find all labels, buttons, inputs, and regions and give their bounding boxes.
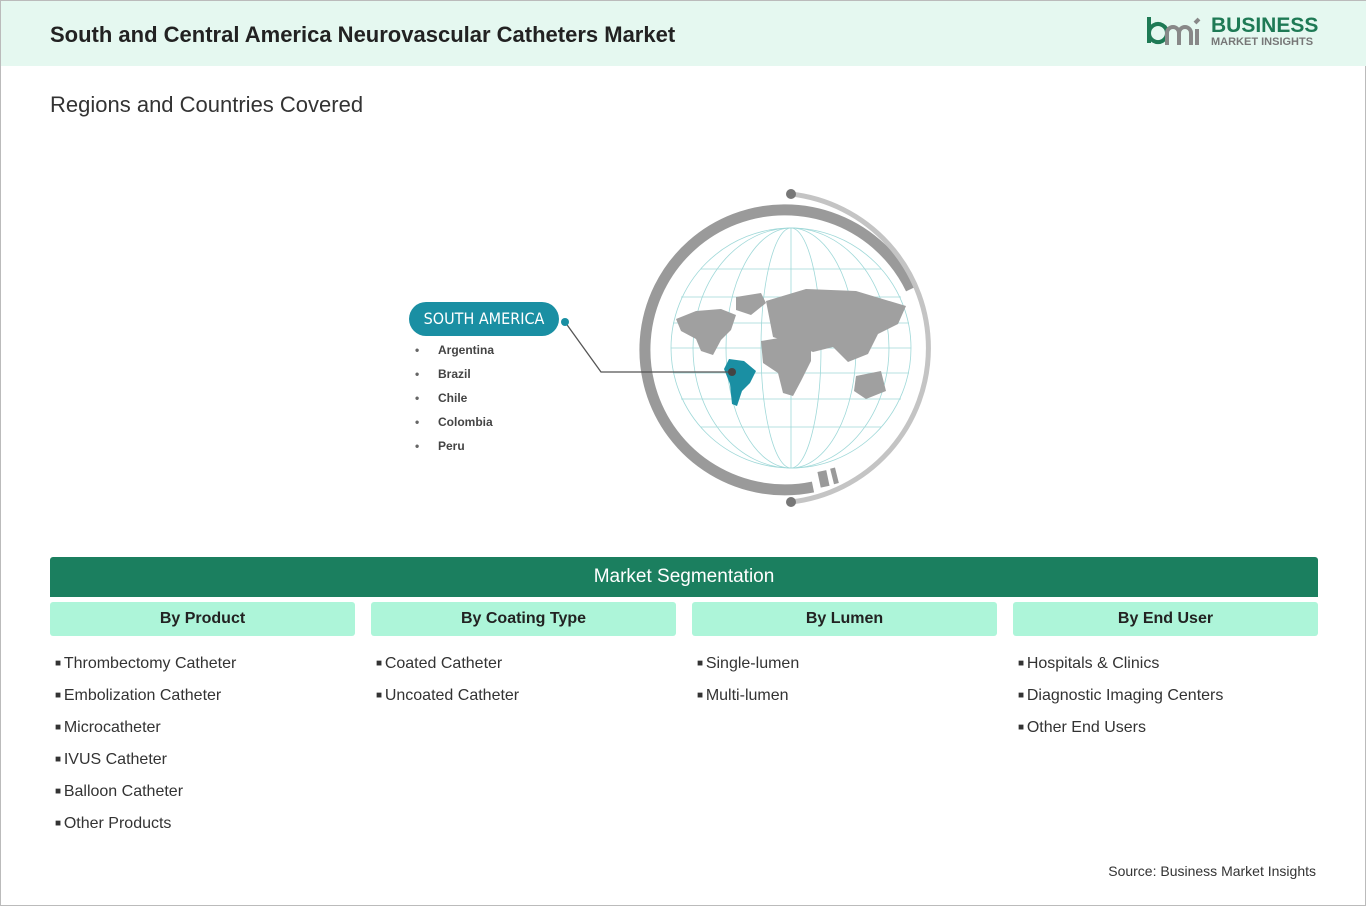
segment-heading: By End User: [1013, 602, 1318, 636]
segment-column-lumen: By Lumen Single-lumen Multi-lumen: [692, 602, 997, 719]
segment-heading: By Lumen: [692, 602, 997, 636]
section-subtitle: Regions and Countries Covered: [50, 92, 364, 117]
country-item: • Brazil: [415, 367, 494, 391]
country-item: • Peru: [415, 439, 494, 463]
country-item: • Argentina: [415, 343, 494, 367]
segment-column-coating: By Coating Type Coated Catheter Uncoated…: [371, 602, 676, 719]
segment-column-product: By Product Thrombectomy Catheter Emboliz…: [50, 602, 355, 847]
segment-item: Other Products: [55, 815, 355, 847]
connector-dot: [561, 318, 569, 326]
country-list: • Argentina • Brazil • Chile • Colombia • Per…: [415, 343, 494, 463]
logo-text-mi: MARKET INSIGHTS: [1211, 36, 1314, 48]
country-name: Argentina: [438, 343, 495, 357]
segment-item: Microcatheter: [55, 719, 355, 751]
globe-rings: [639, 189, 931, 507]
world-map: [676, 289, 906, 399]
segment-item: IVUS Catheter: [55, 751, 355, 783]
region-label-south-america: SOUTH AMERICA: [409, 302, 559, 336]
globe-graphic: [561, 189, 931, 507]
country-name: Brazil: [438, 367, 471, 381]
bmi-logo-icon: [1147, 17, 1201, 45]
segment-item: Embolization Catheter: [55, 687, 355, 719]
country-name: Chile: [438, 391, 468, 405]
country-item: • Colombia: [415, 415, 494, 439]
segment-heading: By Product: [50, 602, 355, 636]
country-name: Colombia: [438, 415, 493, 429]
segment-item: Coated Catheter: [376, 655, 676, 687]
segment-item: Other End Users: [1018, 719, 1318, 751]
segment-item: Balloon Catheter: [55, 783, 355, 815]
segmentation-title: Market Segmentation: [50, 557, 1318, 597]
segment-item: Thrombectomy Catheter: [55, 655, 355, 687]
country-name: Peru: [438, 439, 465, 453]
logo-text-business: BUSINESS: [1211, 14, 1319, 37]
segment-heading: By Coating Type: [371, 602, 676, 636]
segment-item: Uncoated Catheter: [376, 687, 676, 719]
connector-line: [564, 321, 732, 373]
location-marker: [728, 368, 736, 376]
source-note: Source: Business Market Insights: [1108, 863, 1316, 879]
segment-item: Diagnostic Imaging Centers: [1018, 687, 1318, 719]
country-item: • Chile: [415, 391, 494, 415]
header: South and Central America Neurovascular …: [1, 1, 1366, 66]
segment-item: Multi-lumen: [697, 687, 997, 719]
page-title: South and Central America Neurovascular …: [50, 22, 676, 47]
segment-column-end-user: By End User Hospitals & Clinics Diagnost…: [1013, 602, 1318, 751]
logo: BUSINESS MARKET INSIGHTS: [1145, 15, 1318, 49]
segment-item: Hospitals & Clinics: [1018, 655, 1318, 687]
segment-item: Single-lumen: [697, 655, 997, 687]
